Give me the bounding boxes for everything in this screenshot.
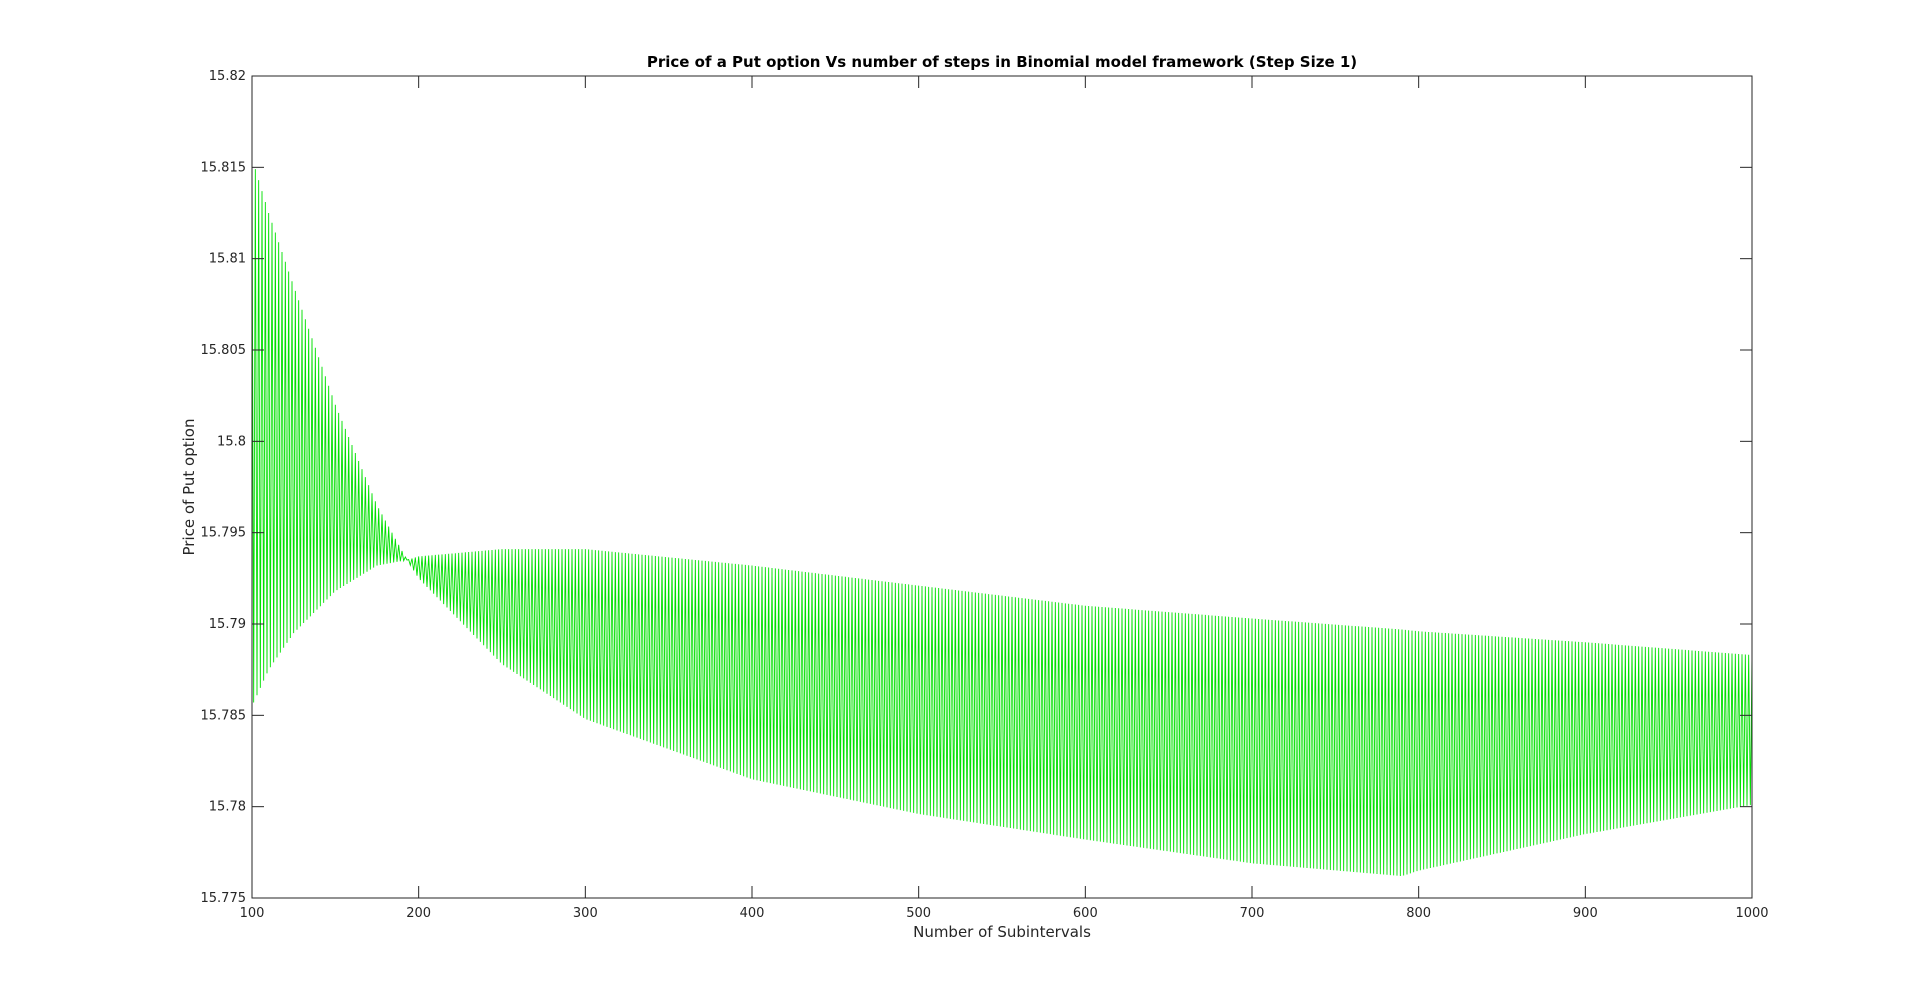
y-tick-label: 15.805 — [201, 343, 247, 358]
x-tick-label: 500 — [906, 906, 931, 921]
x-tick-label: 700 — [1240, 906, 1265, 921]
y-tick-label: 15.82 — [209, 69, 246, 84]
y-tick-label: 15.8 — [217, 434, 246, 449]
x-tick-label: 400 — [740, 906, 765, 921]
x-tick-label: 600 — [1073, 906, 1098, 921]
x-axis-label: Number of Subintervals — [913, 923, 1091, 941]
y-ticks: 15.775 15.78 15.785 15.79 15.795 15.8 15.805 15… — [201, 69, 1752, 906]
x-tick-label: 200 — [406, 906, 431, 921]
x-tick-label: 300 — [573, 906, 598, 921]
y-tick-label: 15.815 — [201, 160, 247, 175]
data-layer — [251, 158, 1753, 876]
y-tick-label: 15.78 — [209, 800, 246, 815]
y-tick-label: 15.785 — [201, 708, 247, 723]
axes-box — [251, 75, 1753, 899]
x-tick-label: 1000 — [1735, 906, 1768, 921]
y-tick-label: 15.79 — [209, 617, 246, 632]
y-tick-label: 15.81 — [209, 252, 246, 267]
y-tick-label: 15.795 — [201, 526, 247, 541]
x-tick-label: 900 — [1573, 906, 1598, 921]
chart-title: Price of a Put option Vs number of steps… — [647, 53, 1357, 71]
x-ticks: 100 200 300 400 500 600 700 800 900 1000 — [240, 76, 1769, 921]
y-axis-label: Price of Put option — [180, 419, 198, 556]
x-tick-label: 800 — [1406, 906, 1431, 921]
series-line — [251, 158, 1753, 876]
x-tick-label: 100 — [240, 906, 265, 921]
y-tick-label: 15.775 — [201, 891, 247, 906]
plot-background — [252, 76, 1752, 898]
